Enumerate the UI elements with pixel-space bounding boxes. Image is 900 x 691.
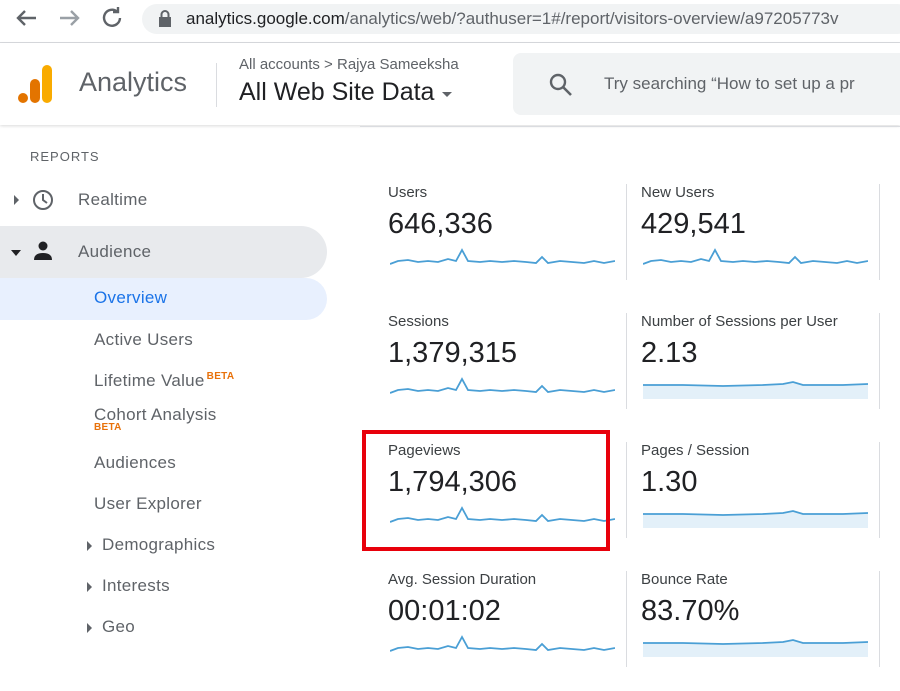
- browser-bar: analytics.google.com/analytics/web/?auth…: [0, 0, 900, 43]
- metric-card[interactable]: Pages / Session 1.30: [641, 442, 876, 562]
- dropdown-icon: [442, 92, 453, 97]
- beta-badge: BETA: [94, 422, 122, 433]
- nav-item[interactable]: Lifetime Value BETA: [94, 371, 234, 391]
- metric-value: 2.13: [641, 337, 698, 369]
- url-path: /analytics/web/?authuser=1#/report/visit…: [344, 9, 839, 28]
- metric-card[interactable]: Sessions 1,379,315: [388, 313, 623, 433]
- card-divider: [879, 442, 880, 538]
- metric-card[interactable]: Bounce Rate 83.70%: [641, 571, 876, 691]
- metric-value: 1,794,306: [388, 466, 518, 498]
- nav-label: Lifetime Value: [94, 371, 205, 390]
- nav-item[interactable]: Audiences: [94, 453, 176, 473]
- search-box[interactable]: Try searching “How to set up a pr: [513, 53, 900, 115]
- sparkline: [643, 504, 868, 528]
- nav-label: Overview: [94, 288, 168, 307]
- card-divider: [626, 313, 627, 409]
- metric-label: Pageviews: [388, 442, 461, 459]
- highlight-box: [362, 430, 610, 551]
- product-name: Analytics: [79, 67, 188, 97]
- metric-value: 429,541: [641, 208, 746, 240]
- sparkline: [390, 633, 615, 657]
- nav-label: Audience: [78, 242, 152, 261]
- metric-label: Pages / Session: [641, 442, 750, 459]
- metric-label: Number of Sessions per User: [641, 313, 838, 330]
- nav-item[interactable]: Interests: [102, 576, 170, 596]
- metric-label: Avg. Session Duration: [388, 571, 537, 588]
- view-name: All Web Site Data: [239, 78, 435, 106]
- sparkline: [643, 633, 868, 657]
- search-placeholder: Try searching “How to set up a pr: [604, 74, 855, 93]
- nav-label: Realtime: [78, 190, 148, 209]
- analytics-logo: [18, 65, 52, 103]
- nav-item[interactable]: Demographics: [102, 535, 215, 555]
- reload-icon[interactable]: [102, 7, 122, 27]
- divider: [216, 63, 217, 107]
- url: analytics.google.com/analytics/web/?auth…: [186, 9, 839, 29]
- sparkline: [390, 375, 615, 399]
- sparkline: [643, 246, 868, 270]
- metric-value: 1,379,315: [388, 337, 518, 369]
- nav-label: Active Users: [94, 330, 194, 349]
- nav-label: User Explorer: [94, 494, 202, 513]
- nav-label: Cohort Analysis: [94, 405, 217, 424]
- nav-item[interactable]: Active Users: [94, 330, 193, 350]
- nav-label: Geo: [102, 617, 136, 636]
- forward-icon[interactable]: [60, 10, 80, 26]
- card-divider: [879, 313, 880, 409]
- selected-group: [0, 226, 327, 278]
- nav-item[interactable]: Realtime: [78, 190, 147, 210]
- card-divider: [879, 184, 880, 280]
- nav-item[interactable]: Cohort Analysis BETA: [94, 405, 217, 433]
- sparkline: [643, 375, 868, 399]
- selected-item: [0, 278, 327, 320]
- lock-icon: [159, 10, 171, 27]
- metric-value: 646,336: [388, 208, 493, 240]
- nav-buttons: [16, 7, 122, 27]
- nav-item[interactable]: Geo: [102, 617, 135, 637]
- breadcrumb-link[interactable]: All accounts: [239, 56, 320, 73]
- sparkline: [390, 246, 615, 270]
- section-title: REPORTS: [30, 149, 100, 164]
- account-name[interactable]: Rajya Sameeksha: [336, 56, 459, 73]
- metric-value: 00:01:02: [388, 595, 501, 627]
- metric-label: Bounce Rate: [641, 571, 728, 588]
- nav-item[interactable]: Overview: [94, 288, 167, 308]
- metric-label: Sessions: [388, 313, 449, 330]
- metric-value: 83.70%: [641, 595, 740, 627]
- metric-card[interactable]: Number of Sessions per User 2.13: [641, 313, 876, 433]
- view-selector[interactable]: All Web Site Data: [239, 78, 453, 107]
- card-divider: [879, 571, 880, 667]
- metric-value: 1.30: [641, 466, 698, 498]
- nav-label: Interests: [102, 576, 170, 595]
- nav-icons: [11, 190, 92, 633]
- header: Analytics All accounts > Rajya Sameeksha…: [0, 43, 900, 125]
- sidebar: REPORTS Realtime Audience Overview Active U…: [0, 126, 360, 655]
- breadcrumb: All accounts > Rajya Sameeksha: [239, 56, 459, 73]
- back-icon[interactable]: [16, 10, 36, 26]
- metric-label: Users: [388, 184, 428, 201]
- card-divider: [626, 184, 627, 280]
- metric-card[interactable]: Pageviews 1,794,306: [388, 442, 623, 562]
- top-rule: [360, 126, 900, 127]
- metric-card[interactable]: Avg. Session Duration 00:01:02: [388, 571, 623, 691]
- nav-item[interactable]: User Explorer: [94, 494, 202, 514]
- metric-card[interactable]: New Users 429,541: [641, 184, 876, 304]
- card-divider: [626, 571, 627, 667]
- page: analytics.google.com/analytics/web/?auth…: [0, 0, 900, 667]
- metric-label: New Users: [641, 184, 715, 201]
- card-divider: [626, 442, 627, 538]
- nav-item[interactable]: Audience: [78, 242, 151, 262]
- report-area: Users 646,336 New Users 429,541 Sessions 1,37…: [360, 126, 900, 667]
- beta-badge: BETA: [206, 371, 235, 383]
- address-bar[interactable]: [142, 4, 900, 34]
- metric-card[interactable]: Users 646,336: [388, 184, 623, 304]
- url-host: analytics.google.com: [186, 9, 345, 28]
- nav-label: Audiences: [94, 453, 177, 472]
- search-icon: [549, 73, 572, 96]
- nav-label: Demographics: [102, 535, 216, 554]
